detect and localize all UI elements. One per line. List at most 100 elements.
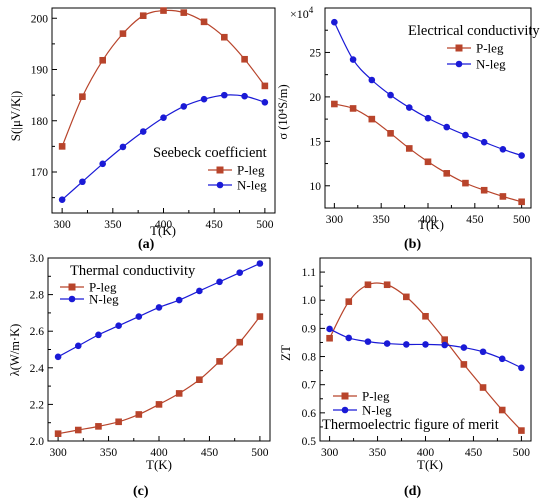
legend-a-n-marker [216, 181, 224, 189]
ylabel-a: S(|μV/K|) [8, 91, 23, 141]
data-point-a-n-leg [160, 114, 167, 121]
y-tick-label-d: 0.6 [302, 408, 317, 420]
data-point-d-p-leg [498, 406, 506, 414]
legend-c: P-leg N-leg [60, 280, 119, 307]
data-point-c-p-leg [196, 376, 203, 383]
data-point-b-n-leg [368, 76, 376, 84]
y-tick-label-a: 180 [31, 116, 49, 128]
data-point-b-p-leg [443, 170, 451, 177]
data-point-b-n-leg [480, 138, 488, 146]
data-point-b-p-leg [405, 145, 413, 152]
data-point-c-p-leg [54, 430, 62, 437]
data-point-d-p-leg [364, 281, 372, 289]
annotation-c: Thermal conductivity [70, 263, 196, 279]
data-point-a-p-leg [221, 33, 228, 41]
data-point-d-p-leg [422, 312, 429, 320]
data-point-a-p-leg [79, 93, 86, 100]
x-tick-label-c: 500 [251, 447, 269, 459]
data-point-d-n-leg [383, 340, 391, 347]
data-point-b-p-leg [462, 179, 469, 187]
data-point-a-n-leg [241, 92, 248, 100]
y-tick-label-c: 2.6 [30, 326, 45, 338]
plot-area-a: 300 350 400 450 500 170 180 190 200 [31, 7, 276, 231]
panel-c: 300 350 400 450 500 2.0 2.2 2.4 2.6 2.8 3.0 Therma… [8, 253, 271, 499]
data-point-b-n-leg [349, 56, 357, 63]
y-tick-label-c: 3.0 [30, 253, 45, 265]
data-point-c-p-leg [95, 423, 102, 430]
x-tick-label-d: 300 [321, 447, 339, 459]
data-point-d-n-leg [460, 344, 468, 351]
data-point-c-n-leg [95, 331, 102, 339]
series-line-d-p-leg [329, 282, 522, 431]
y-tick-label-b: 10 [310, 181, 322, 193]
data-point-a-p-leg [241, 55, 248, 63]
data-point-a-p-leg [160, 7, 167, 14]
data-point-c-n-leg [115, 322, 122, 330]
data-point-a-p-leg [58, 143, 66, 150]
data-point-d-n-leg [518, 364, 525, 372]
data-point-d-n-leg [479, 348, 487, 356]
scale-label-b-base: ×10 [290, 7, 309, 21]
x-tick-label-a: 500 [256, 219, 274, 231]
data-point-d-n-leg [403, 341, 410, 348]
legend-d-n-marker [341, 406, 349, 414]
data-point-d-n-leg [498, 355, 506, 363]
data-point-c-n-leg [135, 313, 143, 320]
y-tick-label-a: 200 [31, 13, 49, 25]
data-point-c-p-leg [256, 313, 264, 320]
x-tick-label-d: 450 [465, 447, 483, 459]
data-point-d-p-leg [383, 281, 391, 289]
data-point-b-p-leg [349, 105, 357, 112]
y-tick-label-c: 2.2 [30, 399, 45, 411]
data-point-d-p-leg [441, 336, 448, 343]
data-point-c-n-leg [216, 278, 223, 286]
y-tick-label-c: 2.4 [30, 363, 45, 375]
panel-b: 300 350 400 450 500 10 15 20 25 ×104 Electrical … [276, 5, 540, 252]
data-point-c-p-leg [74, 426, 82, 434]
legend-b-p-label: P-leg [476, 41, 504, 56]
x-tick-label-c: 450 [201, 447, 219, 459]
x-tick-label-d: 400 [417, 447, 435, 459]
data-point-b-p-leg [518, 198, 525, 206]
data-point-a-n-leg [200, 95, 208, 103]
data-point-c-p-leg [135, 411, 143, 418]
y-tick-label-b: 15 [310, 136, 322, 148]
data-point-a-p-leg [261, 82, 269, 90]
panel-a: 300 350 400 450 500 170 180 190 200 Seebeck coef… [8, 7, 276, 252]
data-point-d-p-leg [345, 298, 353, 305]
data-point-b-p-leg [480, 186, 488, 194]
data-point-b-n-leg [499, 146, 507, 153]
legend-d-p-marker [341, 392, 349, 400]
y-tick-label-d: 1.0 [302, 295, 317, 307]
xlabel-d: T(K) [417, 457, 443, 472]
data-point-c-n-leg [256, 260, 264, 267]
xlabel-b: T(K) [418, 217, 444, 232]
scale-label-b: ×104 [290, 5, 314, 21]
plot-frame-d [319, 257, 532, 442]
data-point-d-n-leg [364, 338, 372, 345]
data-point-b-p-leg [387, 130, 394, 137]
data-point-c-p-leg [155, 401, 163, 408]
panel-label-c: (c) [133, 484, 149, 499]
y-tick-label-b: 20 [310, 92, 322, 104]
data-point-b-n-leg [462, 131, 469, 139]
data-point-c-n-leg [196, 287, 203, 295]
data-point-c-p-leg [115, 418, 122, 426]
xlabel-c: T(K) [146, 457, 172, 472]
data-point-c-p-leg [216, 358, 223, 365]
x-tick-label-b: 500 [513, 214, 531, 226]
data-point-d-p-leg [479, 384, 487, 391]
panel-label-a: (a) [138, 237, 155, 252]
x-tick-label-c: 400 [150, 447, 168, 459]
data-point-b-n-leg [331, 18, 338, 26]
x-tick-label-a: 450 [206, 219, 224, 231]
plot-area-b: 300 350 400 450 500 10 15 20 25 [310, 7, 532, 226]
data-point-d-p-leg [403, 293, 410, 301]
panel-label-b: (b) [404, 237, 421, 252]
legend-d-p-label: P-leg [362, 389, 390, 404]
ylabel-b: σ (10⁴S/m) [276, 84, 290, 139]
data-point-b-p-leg [331, 100, 338, 108]
data-point-b-n-leg [443, 123, 451, 131]
x-tick-label-b: 300 [326, 214, 344, 226]
data-point-a-p-leg [180, 9, 188, 16]
